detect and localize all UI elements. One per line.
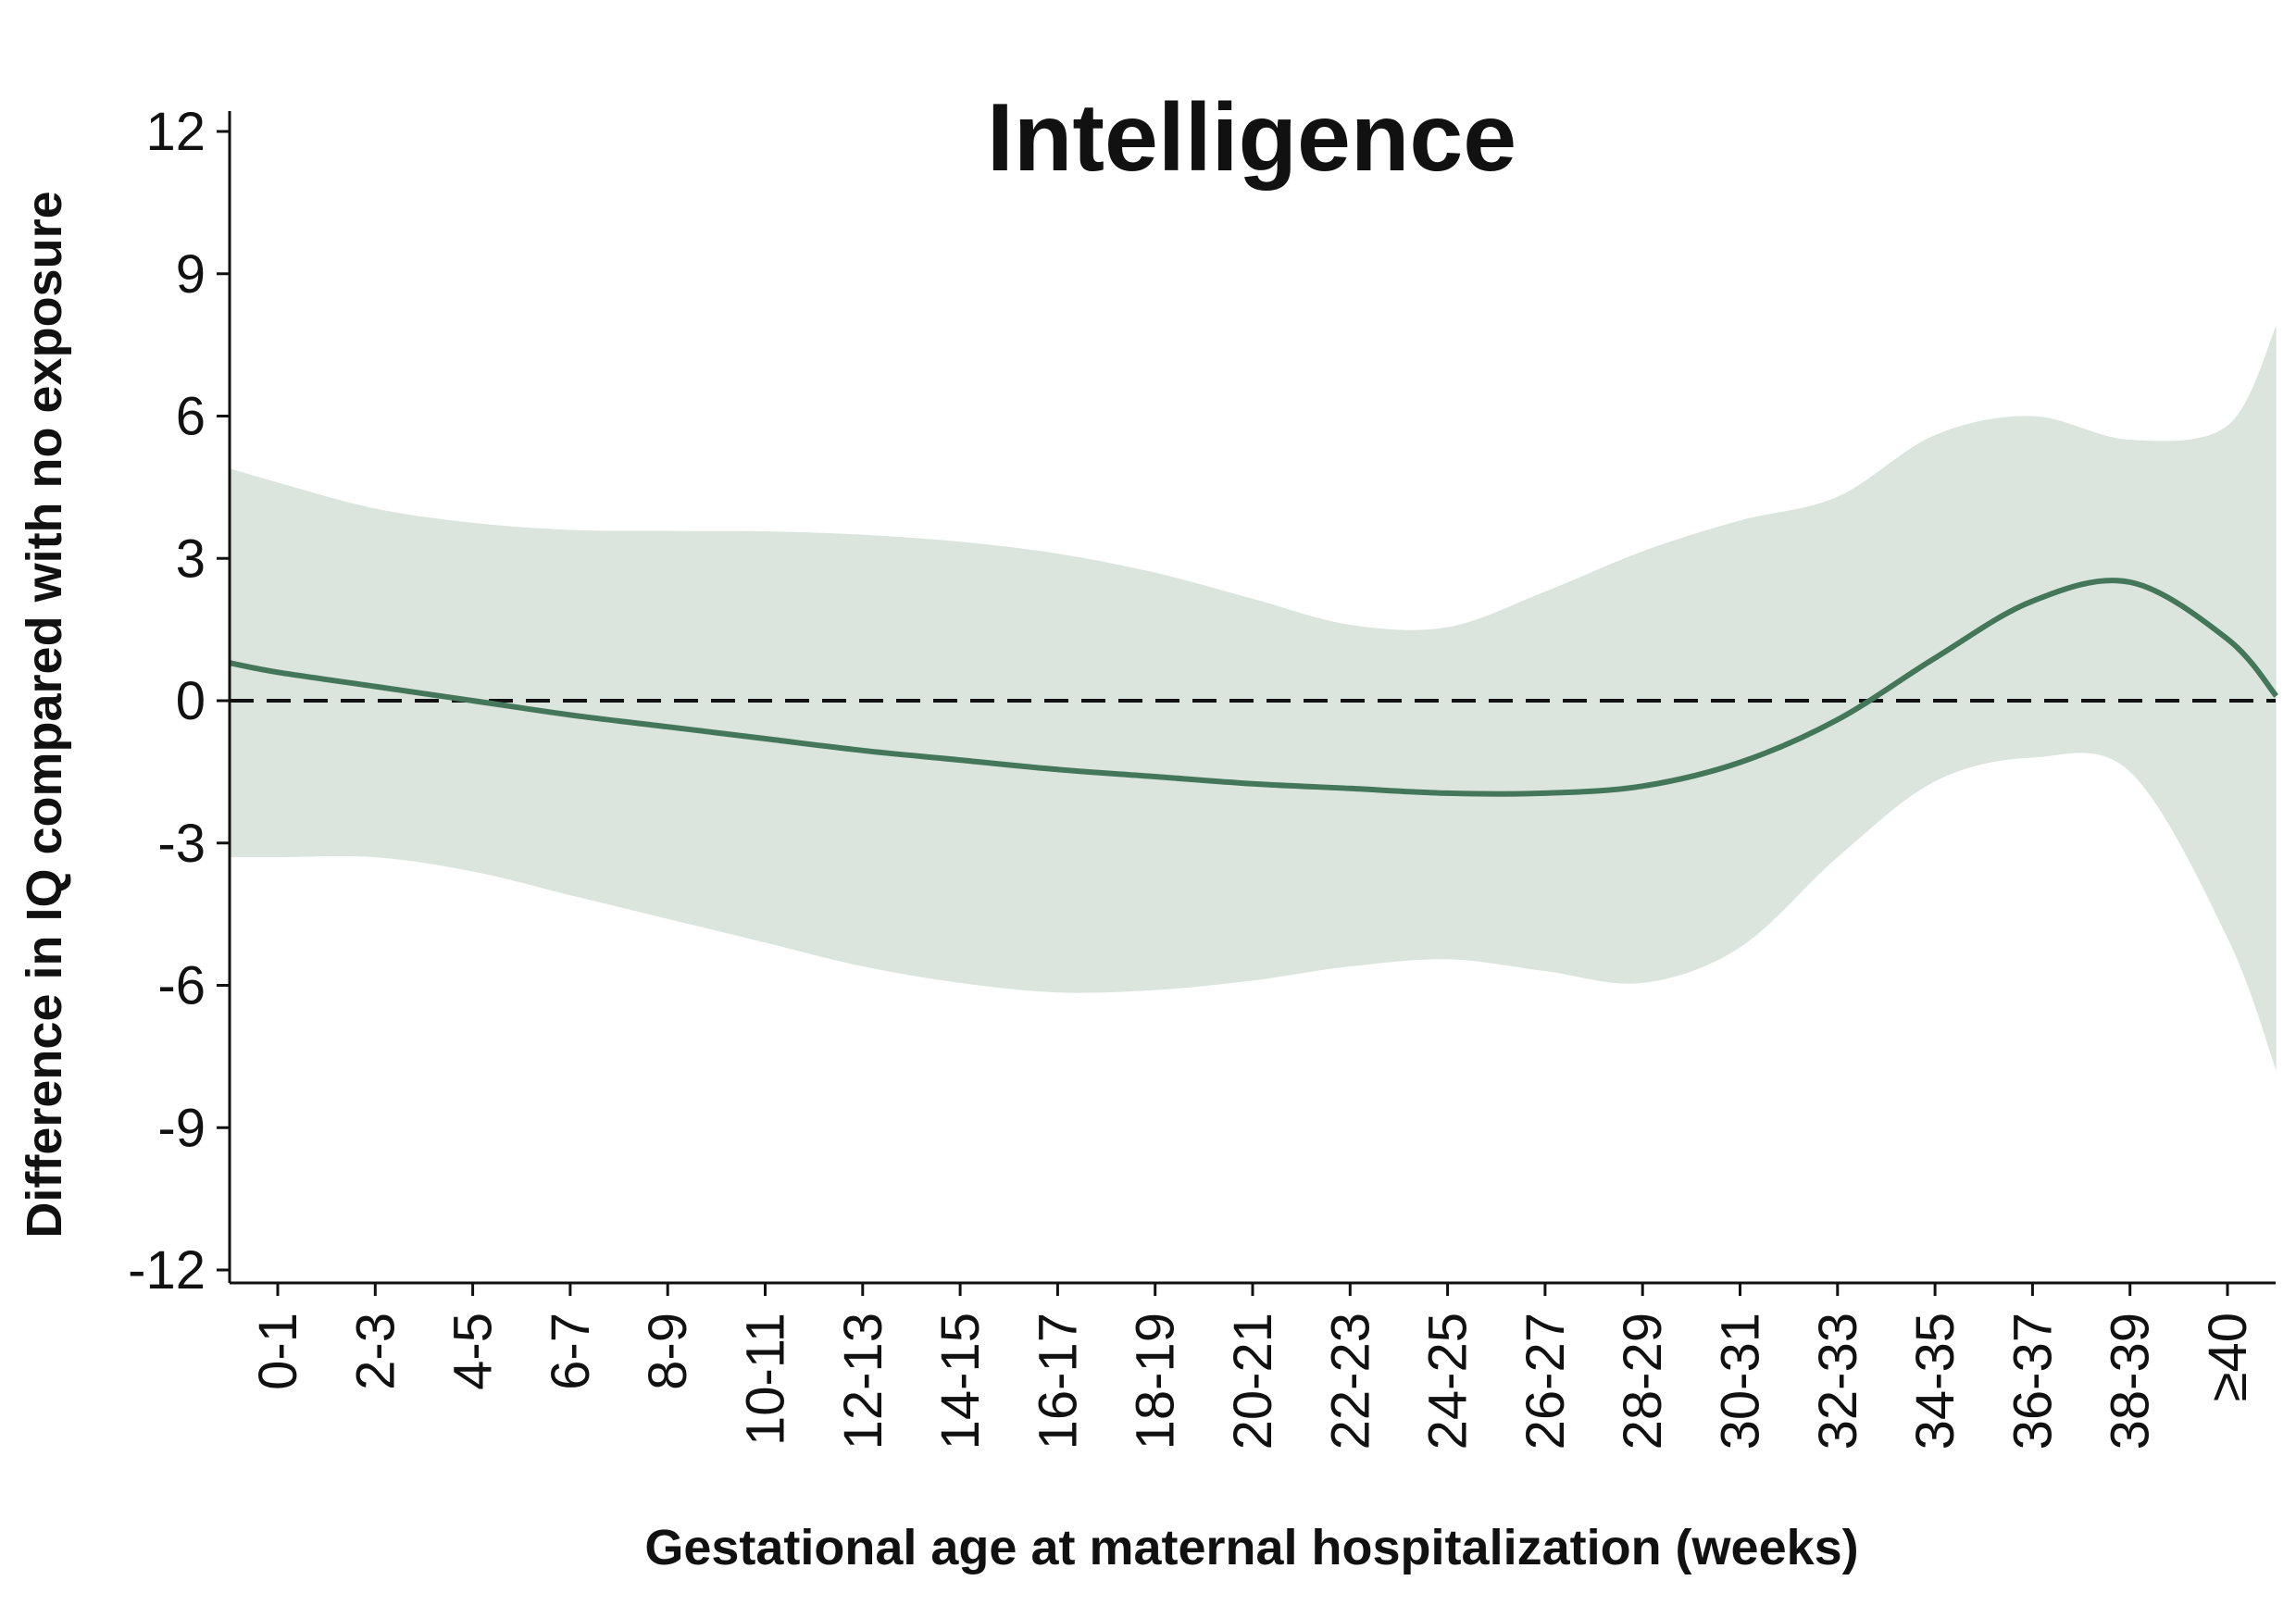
x-tick-label: ≥40	[2198, 1313, 2258, 1401]
x-tick-label: 0-1	[248, 1313, 308, 1390]
x-tick-label: 2-3	[345, 1313, 406, 1390]
x-tick-label: 4-5	[443, 1313, 504, 1390]
y-tick-label: -9	[157, 1098, 206, 1158]
x-tick-label: 12-13	[833, 1313, 893, 1450]
x-tick-label: 30-31	[1711, 1313, 1771, 1450]
x-tick-label: 16-17	[1028, 1313, 1088, 1450]
x-tick-label: 22-23	[1320, 1313, 1380, 1450]
y-tick-label: -12	[128, 1240, 206, 1301]
y-tick-label: 12	[145, 102, 206, 162]
x-tick-label: 20-21	[1223, 1313, 1283, 1450]
chart-title: Intelligence	[987, 84, 1516, 192]
x-tick-label: 38-39	[2101, 1313, 2161, 1450]
x-tick-label: 28-29	[1613, 1313, 1673, 1450]
x-tick-label: 10-11	[736, 1313, 796, 1446]
x-tick-label: 36-37	[2003, 1313, 2063, 1450]
x-axis-title: Gestational age at maternal hospitalizat…	[644, 1520, 1858, 1575]
x-tick-label: 6-7	[541, 1313, 601, 1390]
estimate-line	[228, 578, 2279, 797]
x-tick-label: 24-25	[1418, 1313, 1479, 1450]
y-tick-label: -3	[157, 814, 206, 874]
y-ticks: 12 9 6 3 0 -3 -6 -9 -12	[128, 102, 230, 1301]
y-tick-label: -6	[157, 956, 206, 1016]
y-tick-label: 9	[176, 244, 206, 305]
x-tick-label: 8-9	[638, 1313, 698, 1390]
x-tick-label: 18-19	[1126, 1313, 1186, 1450]
y-tick-label: 6	[176, 387, 206, 447]
x-tick-label: 14-15	[930, 1313, 991, 1450]
x-tick-label: 32-33	[1808, 1313, 1868, 1450]
y-tick-label: 0	[176, 671, 206, 731]
confidence-band	[229, 326, 2277, 1071]
x-tick-label: 34-35	[1905, 1313, 1965, 1450]
x-ticks: 0-1 2-3 4-5 6-7 8-9 10-11 12-13 14-15 16-17 18-19…	[248, 1283, 2258, 1450]
y-axis-title: Difference in IQ compared with no exposu…	[17, 191, 72, 1238]
y-tick-label: 3	[176, 529, 206, 589]
x-tick-label: 26-27	[1516, 1313, 1576, 1450]
